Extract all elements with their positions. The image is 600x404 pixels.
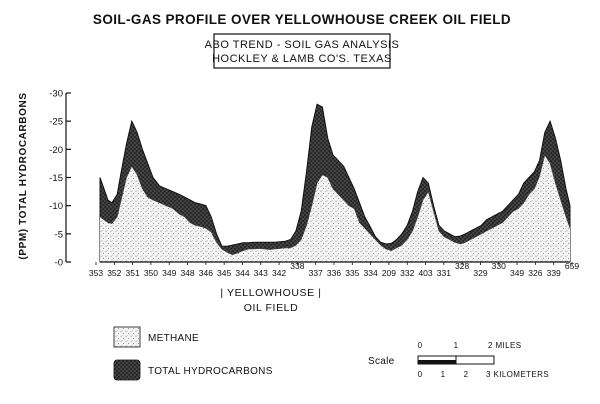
scale-km-1: 1 xyxy=(441,370,446,379)
x-station-label: 403 xyxy=(418,268,432,278)
x-station-label: 342 xyxy=(272,268,286,278)
scale-label: Scale xyxy=(368,356,395,367)
chart-title: SOIL-GAS PROFILE OVER YELLOWHOUSE CREEK … xyxy=(93,12,511,27)
y-axis-ticks: -30 -25 -20 -15 -10 -5 -0 xyxy=(49,89,71,269)
y-tick-label: -10 xyxy=(49,201,63,212)
y-tick-label: -5 xyxy=(55,229,63,240)
scale-miles-0: 0 xyxy=(418,341,423,350)
scale-km-0: 0 xyxy=(418,370,423,379)
y-tick-label: -25 xyxy=(49,117,63,128)
legend-methane-swatch xyxy=(113,326,141,348)
x-station-label: 352 xyxy=(107,268,121,278)
subtitle-line-2: HOCKLEY & LAMB CO'S. TEXAS xyxy=(212,53,392,65)
scale-km-2: 2 xyxy=(464,370,469,379)
y-tick-label: -0 xyxy=(55,258,63,269)
scale-miles-2: 2 MILES xyxy=(488,341,521,350)
legend-thc-swatch xyxy=(113,359,141,381)
x-station-label: 345 xyxy=(217,268,231,278)
y-tick-label: -30 xyxy=(49,89,63,100)
field-label-line-2: OIL FIELD xyxy=(244,302,299,314)
x-station-label: 344 xyxy=(235,268,249,278)
scale-miles-1: 1 xyxy=(454,341,459,350)
x-station-label: 337 xyxy=(309,268,323,278)
x-axis-station-labels: 353 352 351 350 349 348 346 345 344 343 342 338 337 3… xyxy=(89,261,579,278)
x-station-label: 348 xyxy=(180,268,194,278)
x-station-label: 336 xyxy=(327,268,341,278)
x-station-label: 659 xyxy=(565,261,579,271)
x-station-label: 346 xyxy=(199,268,213,278)
y-tick-label: -15 xyxy=(49,173,63,184)
x-station-label: 349 xyxy=(510,268,524,278)
x-station-label: 332 xyxy=(400,268,414,278)
legend-thc-label: TOTAL HYDROCARBONS xyxy=(148,366,273,377)
x-station-label: 349 xyxy=(162,268,176,278)
field-label-line-1: | YELLOWHOUSE | xyxy=(220,287,321,299)
subtitle-box xyxy=(213,33,391,69)
x-station-label: 330 xyxy=(492,261,506,271)
series-area-total-hydrocarbons xyxy=(99,103,571,263)
plot-areas xyxy=(99,103,571,263)
subtitle-line-1: ABO TREND - SOIL GAS ANALYSIS xyxy=(205,39,400,51)
x-station-label: 351 xyxy=(126,268,140,278)
y-axis-label: (PPM) TOTAL HYDROCARBONS xyxy=(18,92,29,259)
scale-bar-fill xyxy=(418,360,456,364)
y-tick-label: -20 xyxy=(49,145,63,156)
x-station-label: 350 xyxy=(144,268,158,278)
x-station-label: 343 xyxy=(254,268,268,278)
x-station-label: 328 xyxy=(455,261,469,271)
scale-km-3: 3 KILOMETERS xyxy=(486,370,549,379)
x-station-label: 329 xyxy=(473,268,487,278)
x-station-label: 353 xyxy=(89,268,103,278)
series-line-methane xyxy=(99,154,571,256)
x-station-label: 326 xyxy=(528,268,542,278)
x-station-label: 338 xyxy=(290,261,304,271)
legend-methane-label: METHANE xyxy=(148,333,199,344)
x-station-label: 335 xyxy=(345,268,359,278)
x-station-label: 334 xyxy=(364,268,378,278)
series-area-methane xyxy=(100,155,570,262)
x-station-label: 209 xyxy=(382,268,396,278)
x-station-label: 339 xyxy=(547,268,561,278)
x-station-label: 331 xyxy=(437,268,451,278)
